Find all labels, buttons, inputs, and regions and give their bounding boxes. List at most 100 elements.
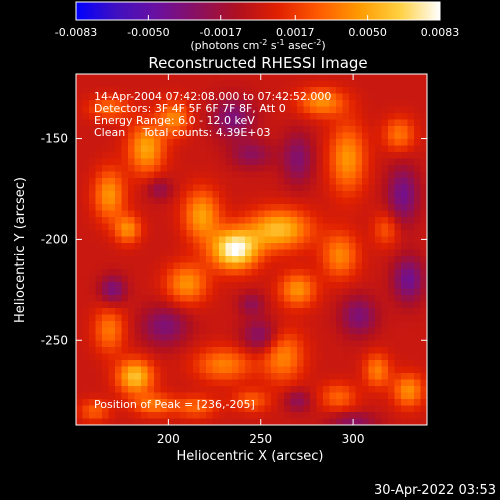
heatmap-cell <box>336 165 343 172</box>
heatmap-cell <box>284 282 291 289</box>
heatmap-cell <box>186 119 194 127</box>
heatmap-cell <box>355 353 363 361</box>
heatmap-cell <box>407 301 415 309</box>
heatmap-cell <box>128 74 135 81</box>
heatmap-cell <box>401 113 408 120</box>
heatmap-cell <box>147 334 155 341</box>
heatmap-cell <box>368 275 376 283</box>
heatmap-cell <box>154 418 161 426</box>
heatmap-cell <box>420 145 428 153</box>
heatmap-cell <box>212 145 220 153</box>
heatmap-cell <box>251 184 259 192</box>
heatmap-cell <box>329 93 337 101</box>
heatmap-cell <box>414 178 421 185</box>
heatmap-cell <box>349 230 356 237</box>
heatmap-cell <box>284 230 291 237</box>
heatmap-cell <box>258 373 265 380</box>
heatmap-cell <box>89 347 96 354</box>
heatmap-cell <box>108 275 116 283</box>
heatmap-cell <box>193 100 200 107</box>
heatmap-cell <box>271 392 278 400</box>
heatmap-cell <box>245 256 252 263</box>
heatmap-cell <box>186 399 194 406</box>
heatmap-cell <box>375 327 382 335</box>
peak-position-label: Position of Peak = [236,-205] <box>94 398 255 411</box>
heatmap-cell <box>251 418 259 426</box>
heatmap-cell <box>401 236 408 244</box>
heatmap-cell <box>420 347 428 354</box>
heatmap-cell <box>401 379 408 387</box>
heatmap-cell <box>245 288 252 296</box>
heatmap-cell <box>225 288 233 296</box>
heatmap-cell <box>160 93 168 101</box>
heatmap-cell <box>180 145 187 153</box>
heatmap-cell <box>258 301 265 309</box>
heatmap-cell <box>199 152 207 159</box>
heatmap-cell <box>180 366 187 374</box>
heatmap-cell <box>173 366 181 374</box>
heatmap-cell <box>89 230 96 237</box>
heatmap-cell <box>128 340 135 348</box>
heatmap-cell <box>290 113 298 120</box>
heatmap-cell <box>141 301 148 309</box>
heatmap-cell <box>186 204 194 211</box>
chart-title: Reconstructed RHESSI Image <box>148 54 367 72</box>
heatmap-cell <box>251 119 259 127</box>
heatmap-cell <box>407 223 415 231</box>
heatmap-cell <box>284 139 291 146</box>
heatmap-cell <box>199 74 207 81</box>
heatmap-cell <box>297 223 304 231</box>
heatmap-cell <box>420 288 428 296</box>
heatmap-cell <box>375 165 382 172</box>
heatmap-cell <box>232 119 239 127</box>
heatmap-cell <box>271 249 278 257</box>
heatmap-cell <box>297 139 304 146</box>
heatmap-cell <box>271 288 278 296</box>
heatmap-cell <box>147 132 155 140</box>
heatmap-cell <box>368 145 376 153</box>
heatmap-cell <box>329 321 337 328</box>
heatmap-cell <box>173 282 181 289</box>
heatmap-cell <box>108 353 116 361</box>
heatmap-cell <box>193 197 200 205</box>
heatmap-cell <box>368 262 376 270</box>
heatmap-cell <box>284 373 291 380</box>
heatmap-cell <box>297 399 304 406</box>
heatmap-cell <box>160 321 168 328</box>
heatmap-cell <box>303 152 311 159</box>
heatmap-cell <box>225 100 233 107</box>
heatmap-cell <box>160 152 168 159</box>
heatmap-cell <box>95 373 103 380</box>
heatmap-cell <box>251 288 259 296</box>
heatmap-cell <box>167 308 174 315</box>
heatmap-cell <box>245 80 252 88</box>
heatmap-cell <box>245 184 252 192</box>
heatmap-cell <box>329 399 337 406</box>
heatmap-cell <box>277 126 285 133</box>
heatmap-cell <box>82 308 90 315</box>
heatmap-cell <box>258 295 265 302</box>
heatmap-cell <box>82 145 90 153</box>
heatmap-cell <box>277 113 285 120</box>
heatmap-cell <box>407 210 415 218</box>
heatmap-cell <box>141 379 148 387</box>
heatmap-cell <box>342 366 350 374</box>
heatmap-cell <box>368 87 376 94</box>
heatmap-cell <box>277 158 285 166</box>
heatmap-cell <box>225 360 233 367</box>
heatmap-cell <box>362 184 369 192</box>
heatmap-cell <box>141 340 148 348</box>
heatmap-cell <box>95 269 103 276</box>
info-overlay: 14-Apr-2004 07:42:08.000 to 07:42:52.000… <box>94 90 331 411</box>
heatmap-cell <box>329 269 337 276</box>
heatmap-cell <box>95 87 103 94</box>
heatmap-cell <box>89 249 96 257</box>
heatmap-cell <box>342 334 350 341</box>
heatmap-cell <box>134 74 142 81</box>
heatmap-cell <box>128 171 135 179</box>
heatmap-cell <box>323 106 330 114</box>
heatmap-cell <box>180 405 187 413</box>
heatmap-cell <box>219 171 226 179</box>
heatmap-cell <box>401 340 408 348</box>
heatmap-cell <box>89 243 96 250</box>
